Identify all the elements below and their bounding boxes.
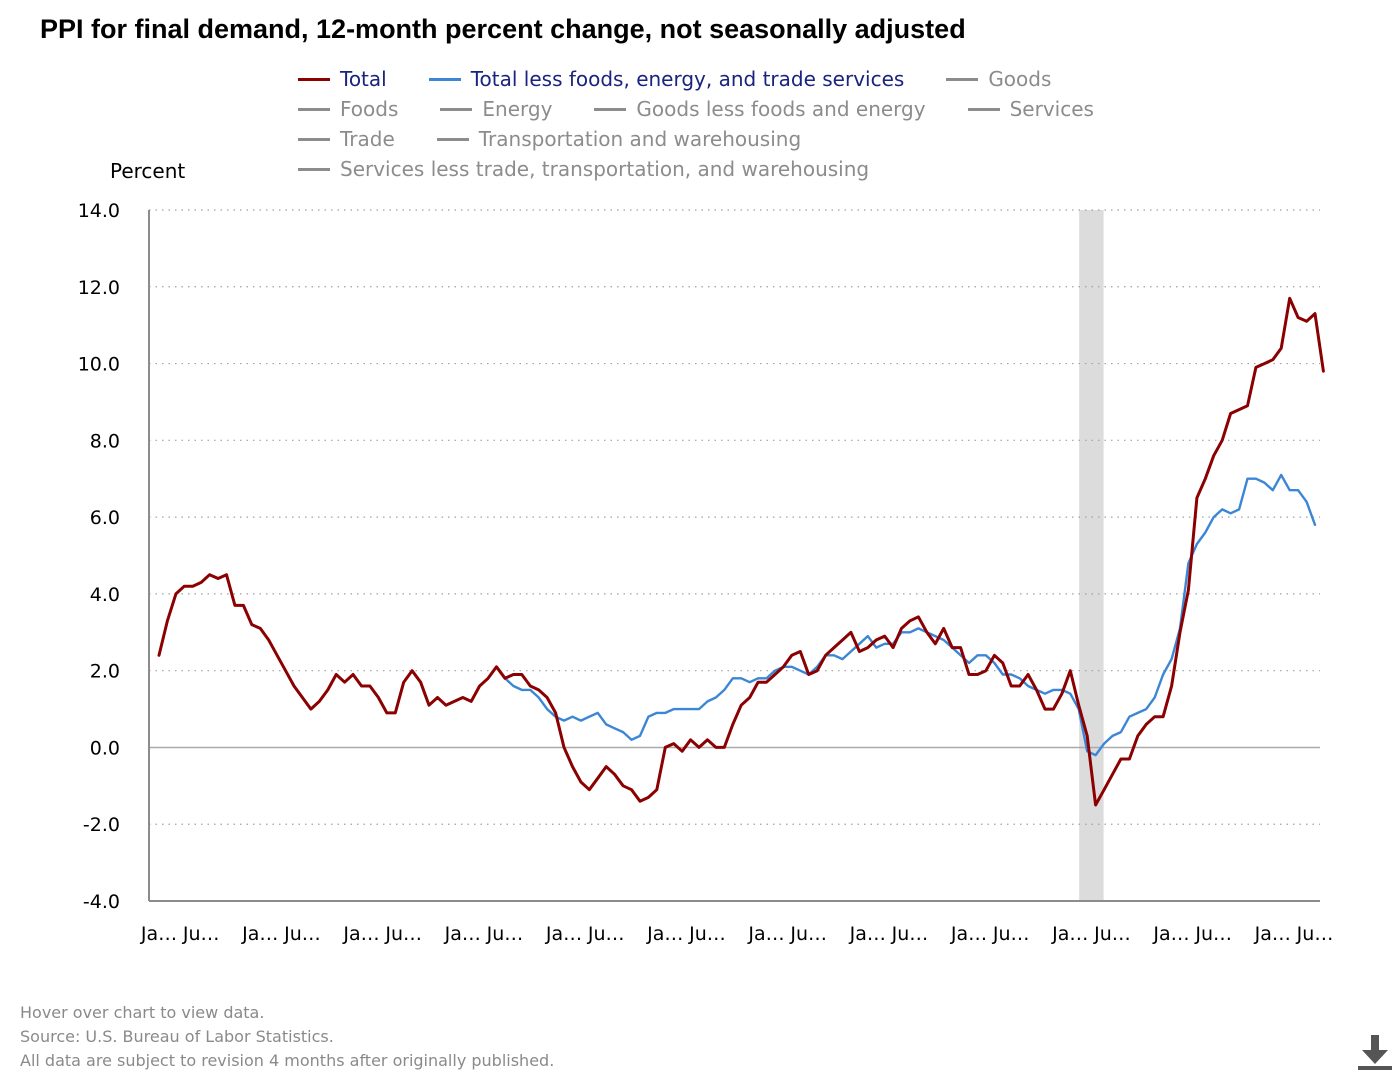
legend-swatch xyxy=(967,107,1000,111)
x-tick-label: Ja… xyxy=(747,923,784,945)
legend-item[interactable]: Total less foods, energy, and trade serv… xyxy=(428,67,905,91)
legend-swatch xyxy=(298,137,330,141)
series-line-total xyxy=(157,296,1325,807)
y-tick-label: 6.0 xyxy=(90,507,120,529)
x-tick-label: Ju… xyxy=(1296,923,1334,945)
chart-title: PPI for final demand, 12-month percent c… xyxy=(40,14,966,44)
legend-item[interactable]: Energy xyxy=(440,97,552,121)
legend-label: Goods less foods and energy xyxy=(636,97,926,121)
legend-row: Total Total less foods, energy, and trade… xyxy=(298,64,1378,94)
legend-item[interactable]: Goods less foods and energy xyxy=(594,97,926,121)
legend: Total Total less foods, energy, and trade… xyxy=(298,64,1378,184)
x-tick-label: Ja… xyxy=(1152,923,1189,945)
legend-row: Services less trade, transportation, and… xyxy=(298,154,1378,184)
legend-label: Trade xyxy=(340,127,395,151)
x-tick-label: Ju… xyxy=(587,923,625,945)
legend-label: Services less trade, transportation, and… xyxy=(340,157,870,181)
x-tick-label: Ju… xyxy=(182,923,220,945)
x-tick-label: Ju… xyxy=(1093,923,1131,945)
y-tick-label: -2.0 xyxy=(83,814,120,836)
x-tick-label: Ju… xyxy=(891,923,929,945)
x-tick-label: Ju… xyxy=(283,923,321,945)
recession-band xyxy=(1079,210,1104,901)
legend-swatch xyxy=(428,77,461,81)
footnotes: Hover over chart to view data. Source: U… xyxy=(20,1001,554,1073)
y-tick-label: 4.0 xyxy=(90,584,120,606)
legend-row: Trade Transportation and warehousing xyxy=(298,124,1378,154)
legend-item[interactable]: Transportation and warehousing xyxy=(436,127,802,151)
x-tick-label: Ju… xyxy=(384,923,422,945)
legend-swatch xyxy=(440,107,473,111)
legend-label: Goods xyxy=(988,67,1052,91)
legend-swatch xyxy=(298,77,330,81)
legend-label: Energy xyxy=(482,97,553,121)
x-tick-label: Ja… xyxy=(950,923,987,945)
revision-note: All data are subject to revision 4 month… xyxy=(20,1051,555,1070)
legend-swatch xyxy=(298,107,330,111)
legend-item[interactable]: Total xyxy=(298,67,387,91)
legend-swatch xyxy=(298,167,330,171)
x-tick-label: Ju… xyxy=(992,923,1030,945)
legend-label: Services xyxy=(1009,97,1094,121)
legend-swatch xyxy=(594,107,627,111)
x-tick-label: Ja… xyxy=(646,923,683,945)
x-tick-label: Ju… xyxy=(789,923,827,945)
legend-label: Foods xyxy=(340,97,399,121)
y-tick-label: 8.0 xyxy=(90,430,120,452)
source-note: Source: U.S. Bureau of Labor Statistics. xyxy=(20,1027,334,1046)
y-axis-label: Percent xyxy=(110,159,186,183)
x-tick-label: Ja… xyxy=(342,923,379,945)
y-tick-label: 14.0 xyxy=(78,200,120,222)
download-button[interactable] xyxy=(1356,1033,1394,1073)
y-tick-label: 12.0 xyxy=(78,277,120,299)
x-tick-label: Ju… xyxy=(1194,923,1232,945)
legend-label: Transportation and warehousing xyxy=(478,127,802,151)
hover-hint: Hover over chart to view data. xyxy=(20,1003,265,1022)
download-icon xyxy=(1358,1035,1392,1070)
legend-row: Foods Energy Goods less foods and energy Se… xyxy=(298,94,1378,124)
x-tick-label: Ju… xyxy=(486,923,524,945)
x-tick-label: Ju… xyxy=(688,923,726,945)
x-tick-label: Ja… xyxy=(241,923,278,945)
x-tick-label: Ja… xyxy=(140,923,177,945)
legend-item[interactable]: Goods xyxy=(946,67,1051,91)
y-tick-label: 10.0 xyxy=(78,354,120,376)
y-tick-label: 2.0 xyxy=(90,661,120,683)
x-tick-label: Ja… xyxy=(1254,923,1291,945)
legend-item[interactable]: Foods xyxy=(298,97,398,121)
legend-item[interactable]: Services less trade, transportation, and… xyxy=(298,157,869,181)
y-tick-label: 0.0 xyxy=(90,737,120,759)
x-tick-label: Ja… xyxy=(849,923,886,945)
legend-label: Total xyxy=(340,67,387,91)
y-tick-label: -4.0 xyxy=(83,891,120,913)
x-tick-label: Ja… xyxy=(444,923,481,945)
legend-item[interactable]: Services xyxy=(967,97,1094,121)
legend-swatch xyxy=(436,137,469,141)
x-tick-label: Ja… xyxy=(1051,923,1088,945)
line-chart[interactable]: -4.0-2.00.02.04.06.08.010.012.014.0Ja… Ju… xyxy=(0,0,1400,980)
legend-item[interactable]: Trade xyxy=(298,127,395,151)
legend-swatch xyxy=(946,77,979,81)
legend-label: Total less foods, energy, and trade serv… xyxy=(470,67,905,91)
x-tick-label: Ja… xyxy=(545,923,582,945)
